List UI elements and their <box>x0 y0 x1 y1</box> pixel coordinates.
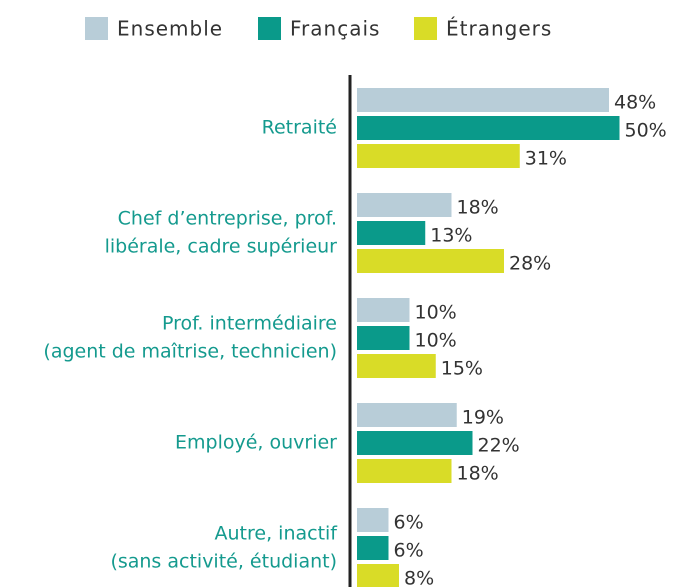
value-label: 6% <box>394 512 424 534</box>
value-label: 18% <box>457 197 499 219</box>
value-label: 22% <box>478 435 520 457</box>
bar <box>357 326 410 350</box>
value-label: 13% <box>430 225 472 247</box>
legend-swatch <box>85 17 108 40</box>
bar <box>357 193 452 217</box>
value-label: 31% <box>525 148 567 170</box>
bar <box>357 354 436 378</box>
value-label: 50% <box>625 120 667 142</box>
bar <box>357 508 389 532</box>
value-label: 6% <box>394 540 424 562</box>
bar <box>357 298 410 322</box>
bar <box>357 564 399 587</box>
bar <box>357 536 389 560</box>
value-label: 48% <box>614 92 656 114</box>
category-label: (sans activité, étudiant) <box>110 551 337 573</box>
bar <box>357 459 452 483</box>
bar <box>357 403 457 427</box>
value-label: 19% <box>462 407 504 429</box>
bar <box>357 431 473 455</box>
value-label: 28% <box>509 253 551 275</box>
category-label: Retraité <box>262 117 337 139</box>
legend-label: Étrangers <box>446 17 552 41</box>
value-label: 18% <box>457 463 499 485</box>
value-label: 10% <box>415 302 457 324</box>
legend-label: Ensemble <box>117 17 223 41</box>
bar <box>357 221 426 245</box>
legend-swatch <box>414 17 437 40</box>
category-label: libérale, cadre supérieur <box>105 236 338 258</box>
bar <box>357 249 504 273</box>
category-label: (agent de maîtrise, technicien) <box>43 341 337 363</box>
category-label: Chef d’entreprise, prof. <box>118 208 337 230</box>
bar <box>357 88 609 112</box>
bar <box>357 116 620 140</box>
category-label: Autre, inactif <box>215 523 339 545</box>
legend-label: Français <box>290 17 380 41</box>
category-label: Employé, ouvrier <box>175 432 337 454</box>
legend-swatch <box>258 17 281 40</box>
value-label: 8% <box>404 568 434 587</box>
value-label: 15% <box>441 358 483 380</box>
bar <box>357 144 520 168</box>
category-label: Prof. intermédiaire <box>162 313 337 335</box>
value-label: 10% <box>415 330 457 352</box>
